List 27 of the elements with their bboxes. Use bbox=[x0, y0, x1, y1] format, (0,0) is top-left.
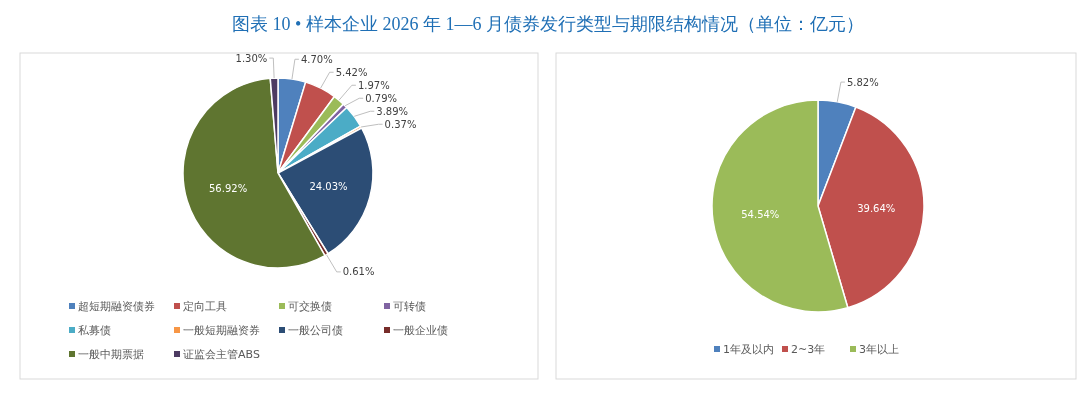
legend-label: 一般中期票据 bbox=[78, 347, 144, 361]
legend-label: 一般公司债 bbox=[288, 323, 343, 337]
legend-label: 私募债 bbox=[78, 323, 111, 337]
legend-label: 一般企业债 bbox=[393, 323, 448, 337]
data-label: 3.89% bbox=[376, 105, 409, 117]
legend-label: 1年及以内 bbox=[723, 342, 774, 356]
data-label: 0.61% bbox=[342, 266, 375, 278]
data-label: 54.54% bbox=[741, 208, 780, 220]
data-label: 39.64% bbox=[857, 202, 896, 214]
legend-label: 2~3年 bbox=[791, 342, 826, 356]
legend-label: 3年以上 bbox=[859, 342, 899, 356]
data-label: 1.30% bbox=[235, 52, 268, 64]
legend-label: 证监会主管ABS bbox=[183, 347, 260, 361]
data-label: 0.37% bbox=[384, 118, 417, 130]
data-label: 0.79% bbox=[365, 92, 398, 104]
legend-label: 定向工具 bbox=[183, 299, 227, 313]
legend-label: 可转债 bbox=[393, 299, 426, 313]
legend-label: 超短期融资债券 bbox=[78, 299, 155, 313]
text: 图表 10 • 样本企业 2026 年 1—6 月债券发行类型与期限结构情况（单位：亿元） bbox=[232, 14, 864, 34]
data-label: 24.03% bbox=[309, 180, 348, 192]
data-label: 56.92% bbox=[209, 182, 248, 194]
data-label: 5.82% bbox=[846, 76, 879, 88]
data-label: 4.70% bbox=[300, 53, 333, 65]
data-label: 1.97% bbox=[357, 79, 390, 91]
legend-label: 可交换债 bbox=[288, 299, 332, 313]
legend-label: 一般短期融资券 bbox=[183, 323, 260, 337]
data-label: 5.42% bbox=[335, 66, 368, 78]
